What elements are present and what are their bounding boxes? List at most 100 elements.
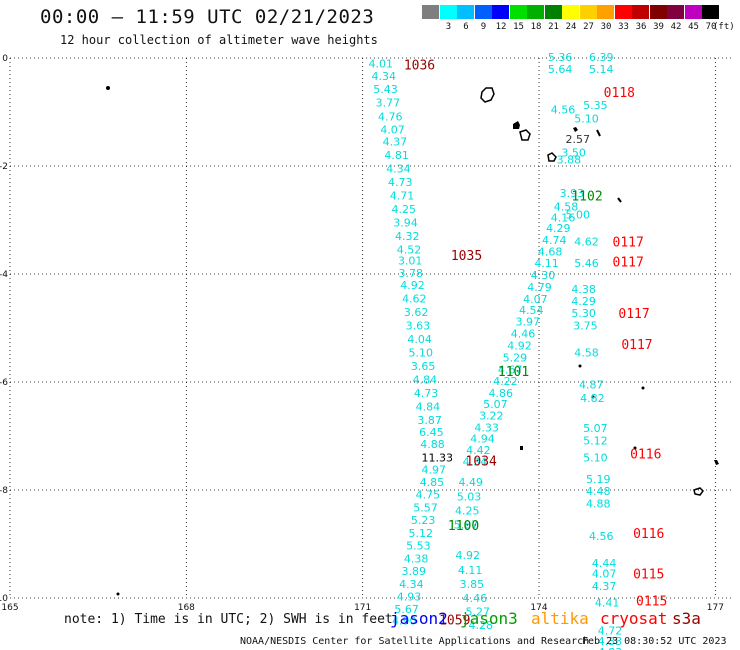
satellite-name: jason3 xyxy=(460,609,518,628)
satellite-name: jason2 xyxy=(390,609,448,628)
wave-height-label: 11.33 xyxy=(421,452,453,465)
wave-height-label: 4.34 xyxy=(372,70,397,83)
wave-height-label: 4.72 xyxy=(598,624,623,637)
wave-height-label: 4.46 xyxy=(511,327,536,340)
legend-label: 3 xyxy=(445,22,452,32)
wave-height-label: 4.25 xyxy=(455,505,480,518)
wave-height-label: 5.10 xyxy=(583,452,608,465)
wave-height-label: 4.82 xyxy=(580,392,605,405)
wave-height-label: 3.78 xyxy=(399,267,424,280)
wave-height-label: 4.07 xyxy=(523,293,548,306)
wave-height-label: 4.90 xyxy=(392,615,417,628)
wave-height-label: 4.33 xyxy=(598,635,623,648)
legend-label: 39 xyxy=(653,22,664,32)
pass-id-label: 1100 xyxy=(448,519,479,534)
wave-height-label: 4.33 xyxy=(474,421,499,434)
y-tick-label: -6 xyxy=(0,378,8,388)
wave-height-label: 5.46 xyxy=(574,257,599,270)
legend-label: 30 xyxy=(600,22,612,32)
wave-height-label: 4.42 xyxy=(466,444,491,457)
wave-height-label: 4.92 xyxy=(400,279,425,292)
wave-height-label: 4.62 xyxy=(402,292,427,305)
wave-height-label: 5.27 xyxy=(466,606,491,619)
wave-height-label: 4.76 xyxy=(378,110,403,123)
island-dot xyxy=(591,395,595,399)
legend-label: 27 xyxy=(583,22,594,32)
wave-height-label: 3.75 xyxy=(573,319,598,332)
wave-height-label: 4.84 xyxy=(416,400,441,413)
legend-swatch xyxy=(702,5,719,19)
wave-height-label: 5.67 xyxy=(394,603,419,616)
wave-height-label: 5.12 xyxy=(583,434,608,447)
legend-swatch xyxy=(579,5,597,19)
x-tick-label: 177 xyxy=(707,603,724,613)
wave-height-label: 4.92 xyxy=(507,339,532,352)
y-tick-label: 0 xyxy=(2,54,8,64)
wave-height-label: 5.30 xyxy=(571,307,596,320)
legend-swatch xyxy=(422,5,439,19)
x-tick-label: 165 xyxy=(1,603,18,613)
pass-id-label: 0115 xyxy=(633,568,664,583)
pass-id-label: 0117 xyxy=(613,236,644,251)
wave-height-label: 4.28 xyxy=(468,619,493,632)
satellite-name: altika xyxy=(531,609,589,628)
pass-id-label: 0115 xyxy=(636,595,667,610)
wave-height-label: 5.00 xyxy=(565,209,590,222)
wave-height-label: 4.92 xyxy=(456,549,481,562)
legend-label: 45 xyxy=(688,22,699,32)
wave-height-label: 4.86 xyxy=(488,387,512,400)
wave-height-label: 4.97 xyxy=(421,463,446,476)
wave-height-label: 4.73 xyxy=(388,176,413,189)
wave-height-label: 5.43 xyxy=(373,83,398,96)
legend-swatch xyxy=(492,5,509,19)
x-tick-label: 174 xyxy=(530,603,547,613)
x-tick-label: 171 xyxy=(354,603,371,613)
generated-timestamp: Feb 23 08:30:52 UTC 2023 xyxy=(582,636,727,647)
legend-label: 42 xyxy=(670,22,682,32)
wave-height-label: 4.88 xyxy=(420,438,445,451)
island-dot xyxy=(633,446,637,450)
legend-label: 33 xyxy=(618,22,629,32)
wave-height-label: 4.34 xyxy=(463,455,488,468)
wave-height-label: 5.14 xyxy=(589,63,614,76)
wave-height-label: 4.29 xyxy=(546,222,571,235)
wave-height-label: 4.56 xyxy=(589,530,614,543)
wave-height-label: 3.63 xyxy=(406,319,431,332)
pass-id-labels: 1036 1035 1034 1059 1102 1101 1100 0118 0117 0117… xyxy=(404,58,667,628)
wave-height-label: 4.11 xyxy=(458,564,483,577)
wave-height-label: 4.16 xyxy=(551,211,576,224)
legend-label: 6 xyxy=(463,22,469,32)
wave-height-label: 4.58 xyxy=(554,201,579,214)
legend-label: 36 xyxy=(635,22,647,32)
legend-label: 70 xyxy=(705,22,717,32)
wave-height-label: 4.01 xyxy=(369,57,394,70)
wave-height-label: 4.52 xyxy=(397,244,422,257)
island-shape xyxy=(693,487,704,496)
legend-unit-label: (ft) xyxy=(713,22,735,32)
y-tick-label: -8 xyxy=(0,486,8,496)
wave-height-label: 4.54 xyxy=(519,304,544,317)
footer-note: note: 1) Time is in UTC; 2) SWH is in fe… xyxy=(64,612,393,627)
wave-height-label: 5.36 xyxy=(548,51,573,64)
wave-height-label: 5.23 xyxy=(411,514,436,527)
wave-height-label: 5.10 xyxy=(409,346,434,359)
wave-height-label: 3.89 xyxy=(401,565,426,578)
wave-height-label: 4.22 xyxy=(493,375,518,388)
pass-id-label: 1102 xyxy=(571,190,602,205)
wave-height-label: 4.62 xyxy=(574,236,599,249)
satellite-name: cryosat xyxy=(600,609,668,628)
wave-height-label: 3.65 xyxy=(411,360,436,373)
grid-lines xyxy=(9,57,733,599)
legend-label: 15 xyxy=(513,22,524,32)
coastline-features xyxy=(106,86,719,596)
wave-height-label: 4.83 xyxy=(598,646,623,650)
wave-height-label: 4.75 xyxy=(416,488,441,501)
wave-height-label: 5.07 xyxy=(583,422,608,435)
wave-height-label: 5.64 xyxy=(548,63,573,76)
wave-height-label: 5.12 xyxy=(409,527,434,540)
wave-height-label: 4.34 xyxy=(399,578,424,591)
wave-height-label: 3.50 xyxy=(561,147,586,160)
wave-height-label: 4.07 xyxy=(380,123,405,136)
legend-label: 12 xyxy=(495,22,507,32)
legend-label: 18 xyxy=(530,22,542,32)
